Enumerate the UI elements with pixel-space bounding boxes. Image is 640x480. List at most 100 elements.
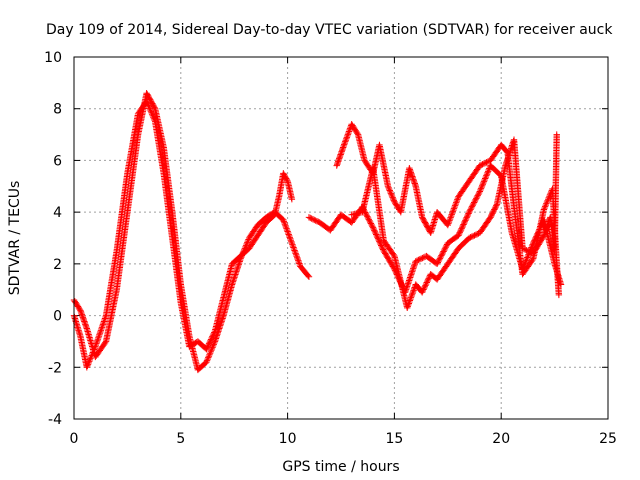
plus-marker <box>95 333 103 340</box>
plus-marker <box>148 111 156 118</box>
plus-marker <box>410 287 417 294</box>
plus-marker <box>390 197 398 204</box>
plus-marker <box>462 215 470 223</box>
x-tick-label: 0 <box>70 431 79 447</box>
plus-marker <box>290 245 298 253</box>
plus-marker <box>493 202 500 209</box>
plus-marker <box>543 200 550 207</box>
plus-marker <box>313 217 321 225</box>
plus-marker <box>438 252 445 259</box>
plus-marker <box>418 289 426 296</box>
plus-marker <box>523 255 530 263</box>
plus-marker <box>451 202 459 209</box>
plus-marker <box>473 193 481 201</box>
plus-marker <box>405 277 413 284</box>
plus-marker <box>93 338 101 346</box>
plus-marker <box>524 247 532 255</box>
plus-marker <box>446 215 454 223</box>
plus-marker <box>86 356 94 364</box>
plus-marker <box>374 234 381 241</box>
plus-marker <box>364 214 372 222</box>
plus-marker <box>291 247 298 254</box>
plus-marker <box>469 232 477 240</box>
x-tick-label: 20 <box>492 431 510 447</box>
plus-marker <box>98 325 105 333</box>
plus-marker <box>433 260 441 268</box>
plus-marker <box>452 200 459 208</box>
series-trace-e <box>348 131 560 312</box>
series-trace-a <box>70 90 313 374</box>
plus-marker <box>283 225 290 232</box>
plus-marker <box>553 131 560 138</box>
plus-marker <box>100 318 108 325</box>
plus-marker <box>98 324 106 331</box>
plus-marker <box>151 116 158 124</box>
chart-title: Day 109 of 2014, Sidereal Day-to-day VTE… <box>46 22 613 38</box>
plus-marker <box>410 265 417 272</box>
plus-marker <box>366 217 373 224</box>
series-trace-b <box>70 97 296 371</box>
plus-marker <box>407 295 414 303</box>
plus-marker <box>205 341 212 349</box>
y-tick-label: 10 <box>44 50 62 66</box>
plus-marker <box>424 277 431 285</box>
plus-marker <box>410 263 417 271</box>
plus-marker <box>76 305 83 313</box>
plus-marker <box>378 242 385 249</box>
plus-marker <box>484 168 492 175</box>
plus-marker <box>343 134 351 141</box>
plus-marker <box>294 254 301 261</box>
plus-marker <box>207 348 214 355</box>
plus-marker <box>208 334 215 342</box>
x-tick-label: 10 <box>279 431 297 447</box>
plus-marker <box>465 208 473 216</box>
plus-marker <box>483 171 491 178</box>
plus-marker <box>473 230 481 238</box>
plus-marker <box>406 275 413 283</box>
plus-marker <box>465 234 473 242</box>
plus-marker <box>96 331 103 338</box>
plus-marker <box>362 210 370 218</box>
plus-marker <box>375 236 382 244</box>
plus-marker <box>97 328 104 336</box>
plus-marker <box>390 251 397 259</box>
plus-marker <box>340 142 347 150</box>
plus-marker <box>483 172 490 179</box>
plus-marker <box>445 218 453 226</box>
plus-marker <box>101 316 108 324</box>
plus-marker <box>419 287 427 295</box>
plus-marker <box>543 198 551 206</box>
plus-marker <box>441 245 449 252</box>
plus-marker <box>292 251 300 259</box>
plus-marker <box>341 139 348 147</box>
plus-marker <box>339 144 347 151</box>
plus-marker <box>289 242 297 250</box>
plus-marker <box>387 188 394 196</box>
plus-marker <box>419 254 426 262</box>
plus-marker <box>411 261 418 268</box>
plus-marker <box>296 260 303 267</box>
plus-marker <box>451 203 458 211</box>
plus-marker <box>436 256 443 263</box>
plus-marker <box>423 279 430 286</box>
plus-marker <box>404 303 411 310</box>
plus-marker <box>282 222 289 229</box>
plus-marker <box>311 216 318 224</box>
plus-marker <box>293 253 300 260</box>
plus-marker <box>409 266 416 274</box>
plus-marker <box>85 359 92 367</box>
plus-marker <box>305 214 313 221</box>
plus-marker <box>456 229 463 236</box>
plus-marker <box>90 346 98 353</box>
plus-marker <box>544 197 551 204</box>
plus-marker <box>406 274 414 281</box>
plus-marker <box>371 227 378 234</box>
plus-marker <box>413 257 421 264</box>
plus-marker <box>475 189 483 197</box>
plus-marker <box>522 246 529 253</box>
plus-marker <box>280 218 288 225</box>
plus-marker <box>87 355 94 362</box>
series-trace-d <box>333 121 563 299</box>
plus-marker <box>150 115 158 122</box>
plus-marker <box>470 199 478 206</box>
